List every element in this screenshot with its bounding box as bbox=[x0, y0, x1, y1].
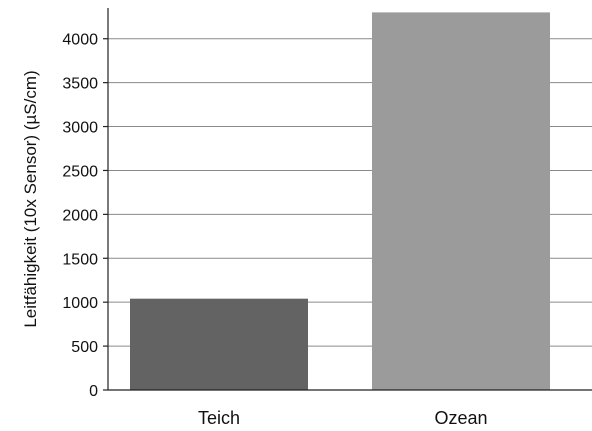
x-category-label: Teich bbox=[198, 408, 240, 428]
bar-ozean bbox=[372, 12, 550, 390]
y-axis-title: Leitfähigkeit (10x Sensor) (µS/cm) bbox=[21, 70, 40, 327]
y-tick-label: 1500 bbox=[62, 251, 98, 268]
y-tick-label: 2500 bbox=[62, 163, 98, 180]
x-category-label: Ozean bbox=[434, 408, 487, 428]
y-tick-label: 500 bbox=[71, 339, 98, 356]
bar-teich bbox=[130, 298, 308, 390]
x-category-labels: Teich Ozean bbox=[198, 408, 488, 428]
y-tick-label: 1000 bbox=[62, 295, 98, 312]
y-tick-label: 0 bbox=[89, 383, 98, 400]
y-tick-label: 3500 bbox=[62, 76, 98, 93]
bars bbox=[130, 12, 550, 390]
y-tick-label: 2000 bbox=[62, 207, 98, 224]
y-tick-label: 4000 bbox=[62, 32, 98, 49]
y-tick-label: 3000 bbox=[62, 120, 98, 137]
y-tick-labels: 0 500 1000 1500 2000 2500 3000 3500 4000 bbox=[62, 32, 108, 400]
